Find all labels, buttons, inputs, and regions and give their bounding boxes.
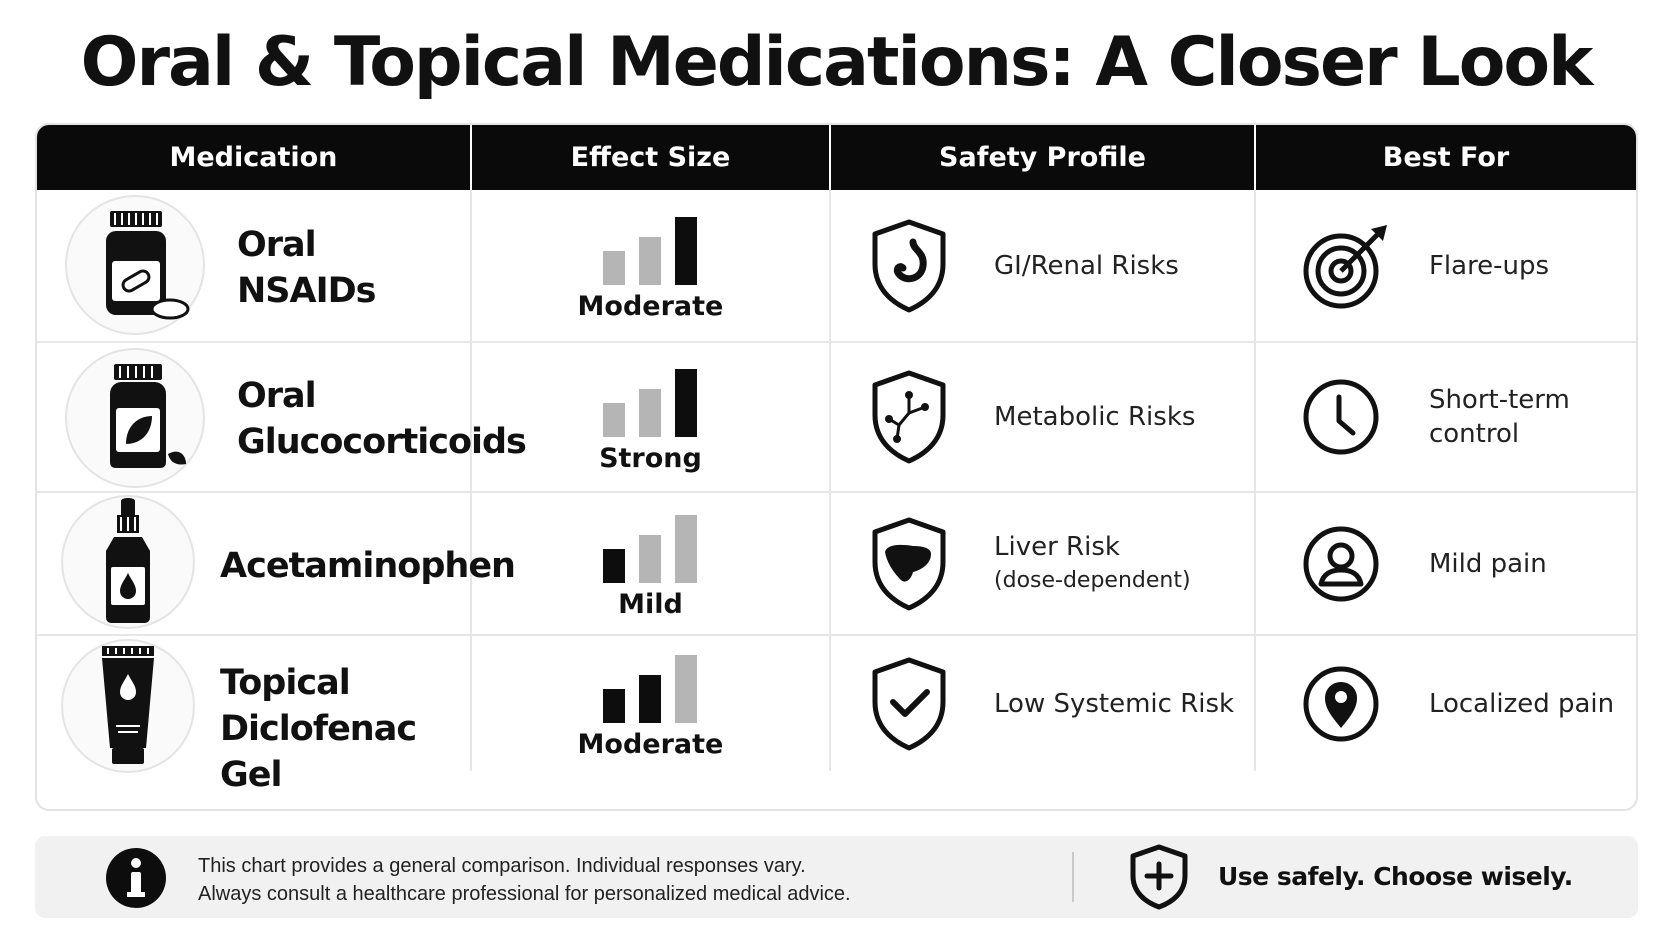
table-header: Medication Effect Size Safety Profile Be… bbox=[37, 125, 1636, 190]
header-best-for: Best For bbox=[1382, 142, 1510, 173]
shield-liver-icon bbox=[869, 516, 949, 612]
effect-bar bbox=[603, 251, 626, 285]
table-row: Topical Diclofenac Gel Moderate Low Syst… bbox=[37, 634, 1636, 795]
best-for-line1: Flare-ups bbox=[1428, 250, 1550, 281]
safety-line1: GI/Renal Risks bbox=[994, 250, 1179, 281]
effect-bar bbox=[639, 535, 662, 583]
effect-bar bbox=[675, 368, 698, 437]
info-icon bbox=[105, 847, 167, 914]
safety-cell: GI/Renal Risks bbox=[831, 190, 1256, 341]
best-for-line2: control bbox=[1428, 419, 1520, 449]
safety-line1: Metabolic Risks bbox=[994, 402, 1196, 432]
shield-stomach-icon bbox=[869, 218, 949, 314]
medication-name-line1: Acetaminophen bbox=[220, 546, 516, 586]
table-row: Oral NSAIDs Moderate GI/Renal Risks bbox=[37, 190, 1636, 341]
effect-cell: Strong bbox=[472, 343, 832, 491]
shield-molecule-icon bbox=[869, 369, 949, 465]
medication-cell: Acetaminophen bbox=[37, 493, 516, 634]
safety-line2: (dose-dependent) bbox=[994, 567, 1191, 593]
best-for-line1: Short-term bbox=[1428, 385, 1570, 415]
table-row: Acetaminophen Mild Liver Risk (dose-depe… bbox=[37, 491, 1636, 634]
effect-label: Mild bbox=[618, 589, 683, 620]
page-title: Oral & Topical Medications: A Closer Loo… bbox=[80, 23, 1594, 102]
safety-text: Liver Risk (dose-dependent) bbox=[994, 530, 1191, 598]
best-for-text: Mild pain bbox=[1429, 547, 1547, 581]
effect-bar bbox=[675, 655, 698, 723]
medication-name-line1: Topical bbox=[220, 663, 351, 703]
pill-bottle-icon bbox=[65, 195, 205, 335]
disclaimer-line1: This chart provides a general comparison… bbox=[198, 855, 806, 877]
safety-line1: Low Systemic Risk bbox=[994, 688, 1235, 719]
gel-tube-icon bbox=[61, 639, 195, 773]
best-for-text: Flare-ups bbox=[1429, 249, 1549, 283]
medication-name: Topical Diclofenac Gel bbox=[220, 660, 470, 798]
medication-name-line1: Oral bbox=[237, 225, 317, 265]
safety-text: GI/Renal Risks bbox=[994, 249, 1179, 283]
comparison-table: Medication Effect Size Safety Profile Be… bbox=[35, 123, 1638, 811]
best-for-text: Short-term control bbox=[1429, 383, 1570, 451]
medication-name: Acetaminophen bbox=[220, 543, 516, 589]
medication-cell: Oral NSAIDs bbox=[37, 190, 472, 341]
best-for-line1: Localized pain bbox=[1428, 688, 1615, 719]
medication-name-line1: Oral bbox=[237, 376, 317, 416]
effect-bars bbox=[603, 507, 698, 583]
shield-plus-icon bbox=[1128, 844, 1190, 915]
best-for-text: Localized pain bbox=[1429, 687, 1614, 721]
effect-bar bbox=[603, 549, 626, 583]
effect-bars bbox=[603, 361, 698, 437]
shield-check-icon bbox=[869, 656, 949, 752]
leaf-bottle-icon bbox=[65, 348, 205, 488]
medication-cell: Oral Glucocorticoids bbox=[37, 343, 527, 491]
best-for-cell: Mild pain bbox=[1256, 493, 1636, 634]
effect-label: Moderate bbox=[577, 291, 724, 322]
effect-bar bbox=[639, 237, 662, 285]
clock-icon bbox=[1301, 377, 1381, 457]
safety-text: Metabolic Risks bbox=[994, 400, 1195, 434]
dropper-bottle-icon bbox=[61, 495, 195, 629]
footer-slogan: Use safely. Choose wisely. bbox=[1218, 862, 1573, 891]
best-for-cell: Short-term control bbox=[1256, 343, 1636, 491]
effect-bar bbox=[603, 402, 626, 437]
effect-cell: Moderate bbox=[472, 190, 832, 341]
effect-bar bbox=[675, 515, 698, 583]
disclaimer-line2: Always consult a healthcare professional… bbox=[198, 883, 851, 905]
safety-cell: Low Systemic Risk bbox=[831, 636, 1256, 771]
effect-bar bbox=[675, 217, 698, 285]
medication-cell: Topical Diclofenac Gel bbox=[37, 636, 472, 795]
best-for-cell: Localized pain bbox=[1256, 636, 1636, 771]
footer-disclaimer: This chart provides a general comparison… bbox=[35, 836, 1638, 918]
person-icon bbox=[1301, 524, 1381, 604]
header-safety-profile: Safety Profile bbox=[831, 125, 1256, 190]
effect-bars bbox=[603, 209, 698, 285]
header-effect-size: Effect Size bbox=[472, 125, 832, 190]
target-icon bbox=[1301, 221, 1391, 311]
best-for-cell: Flare-ups bbox=[1256, 190, 1636, 341]
footer-divider bbox=[1072, 852, 1074, 902]
best-for-line1: Mild pain bbox=[1428, 548, 1547, 579]
safety-cell: Liver Risk (dose-dependent) bbox=[831, 493, 1256, 634]
effect-bar bbox=[639, 388, 662, 437]
medication-name: Oral NSAIDs bbox=[237, 222, 376, 314]
safety-text: Low Systemic Risk bbox=[994, 687, 1234, 721]
safety-cell: Metabolic Risks bbox=[831, 343, 1256, 491]
effect-cell: Mild bbox=[472, 493, 832, 634]
effect-bars bbox=[603, 647, 698, 723]
effect-bar bbox=[603, 689, 626, 723]
medication-name-line2: Diclofenac Gel bbox=[220, 709, 417, 795]
medication-name-line2: Glucocorticoids bbox=[237, 422, 527, 462]
header-medication: Medication bbox=[37, 125, 472, 190]
effect-bar bbox=[639, 675, 662, 723]
table-row: Oral Glucocorticoids Strong bbox=[37, 341, 1636, 491]
effect-cell: Moderate bbox=[472, 636, 832, 771]
disclaimer-text: This chart provides a general comparison… bbox=[198, 852, 851, 908]
medication-name-line2: NSAIDs bbox=[237, 271, 376, 311]
medication-name: Oral Glucocorticoids bbox=[237, 373, 527, 465]
effect-label: Strong bbox=[599, 442, 702, 474]
safety-line1: Liver Risk bbox=[994, 531, 1120, 562]
location-pin-icon bbox=[1301, 664, 1381, 744]
effect-label: Moderate bbox=[577, 729, 724, 760]
